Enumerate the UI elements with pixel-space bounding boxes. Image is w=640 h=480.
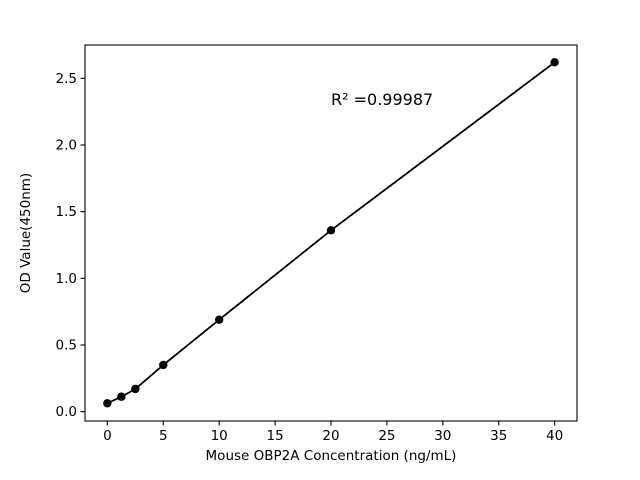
x-tick-label: 30 — [434, 428, 451, 444]
x-tick-label: 20 — [322, 428, 339, 444]
x-tick-label: 5 — [159, 428, 168, 444]
y-tick-label: 1.0 — [56, 271, 77, 287]
x-tick-label: 15 — [266, 428, 283, 444]
y-tick-label: 1.5 — [56, 204, 77, 220]
y-tick-label: 0.5 — [56, 338, 77, 354]
data-point — [159, 360, 168, 370]
y-tick-label: 2.0 — [56, 138, 77, 154]
y-axis-label: OD Value(450nm) — [18, 173, 34, 293]
x-tick-label: 25 — [378, 428, 395, 444]
x-tick-label: 0 — [103, 428, 112, 444]
x-tick-label: 35 — [490, 428, 507, 444]
x-tick-label: 10 — [211, 428, 228, 444]
data-point — [131, 384, 140, 394]
y-tick-label: 0.0 — [56, 404, 77, 420]
data-point — [326, 226, 336, 235]
x-tick-label: 40 — [546, 428, 563, 444]
data-point — [117, 392, 126, 401]
y-tick-label: 2.5 — [56, 71, 77, 87]
data-point — [103, 399, 112, 408]
r-squared-annotation: R² =0.99987 — [331, 90, 433, 109]
data-point — [550, 58, 559, 67]
data-point — [214, 315, 224, 324]
x-axis-label: Mouse OBP2A Concentration (ng/mL) — [206, 448, 457, 464]
